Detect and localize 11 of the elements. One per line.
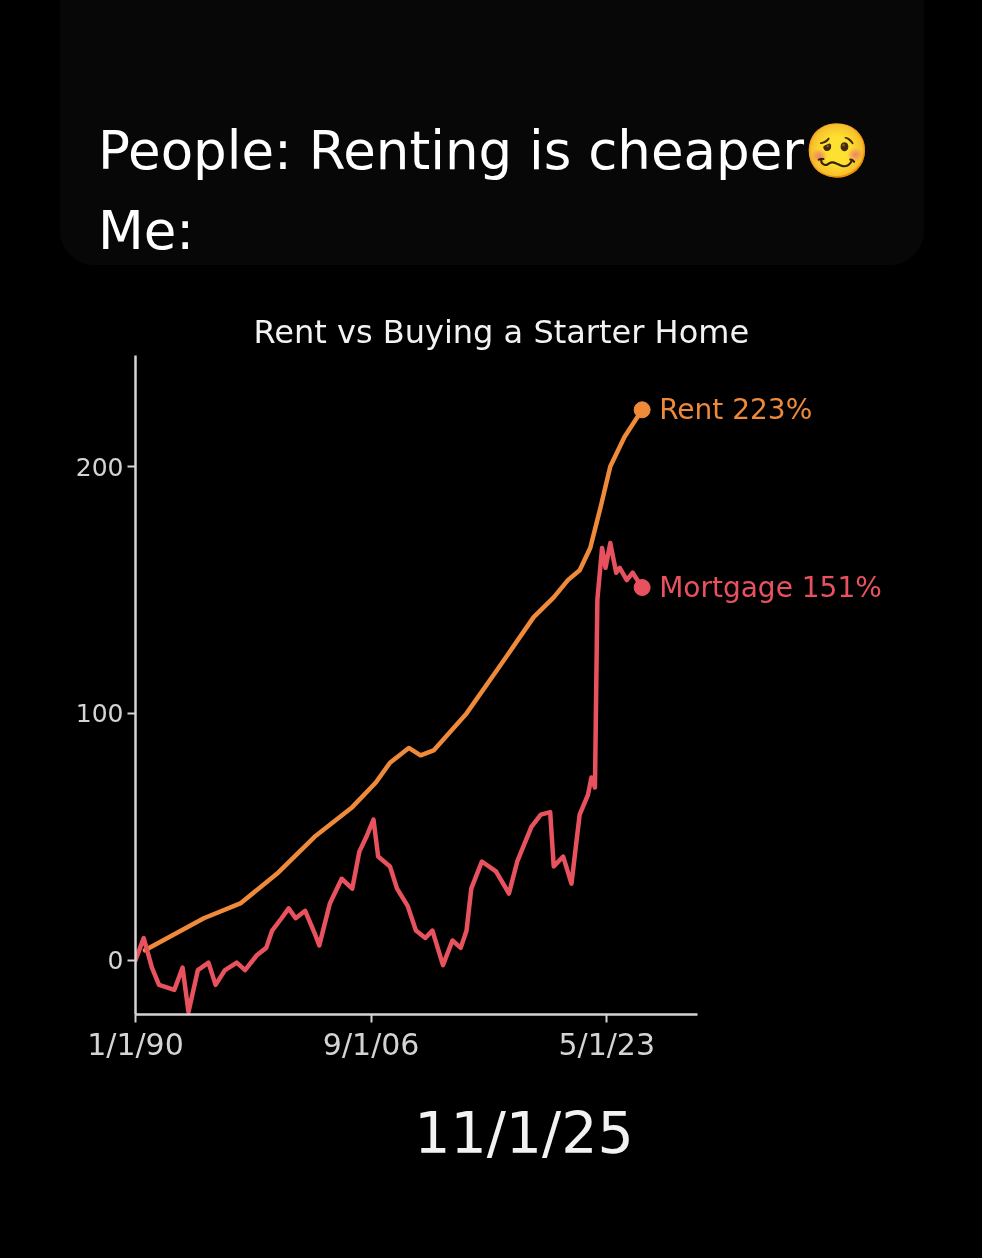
y-tick-label: 100 [75,699,124,729]
x-tick-label: 1/1/90 [87,1026,184,1062]
text: 11/1/25 [0,1075,982,1258]
chart-title: Rent vs Buying a Starter Home [253,312,750,351]
text: People: Renting is cheaper🥴 Me: [60,0,924,265]
y-tick-label: 200 [75,452,124,482]
y-tick-label: 0 [107,946,124,976]
text: Rent 223% [659,393,813,427]
x-tick-label: 5/1/23 [558,1026,655,1062]
text: Mortgage 151% [659,571,882,605]
x-tick-label: 9/1/06 [322,1026,420,1062]
